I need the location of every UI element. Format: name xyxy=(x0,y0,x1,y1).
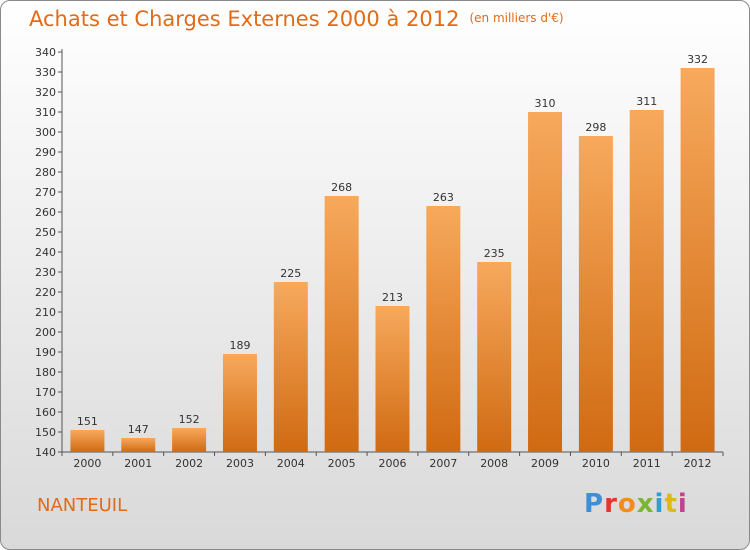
data-label: 189 xyxy=(229,339,250,352)
y-tick-label: 310 xyxy=(35,106,56,119)
bar-2006 xyxy=(375,306,410,452)
x-tick-label: 2009 xyxy=(531,457,559,470)
data-label: 151 xyxy=(77,415,98,428)
data-label: 152 xyxy=(179,413,200,426)
bar-2004 xyxy=(273,282,308,452)
bar-2010 xyxy=(578,136,613,452)
commune-name: NANTEUIL xyxy=(37,495,128,516)
y-tick-label: 200 xyxy=(35,326,56,339)
data-label: 235 xyxy=(484,247,505,260)
y-tick-label: 220 xyxy=(35,286,56,299)
data-label: 268 xyxy=(331,181,352,194)
data-label: 263 xyxy=(433,191,454,204)
x-tick-label: 2001 xyxy=(124,457,152,470)
bar-2009 xyxy=(528,112,563,452)
y-tick-label: 340 xyxy=(35,46,56,59)
y-tick-label: 180 xyxy=(35,366,56,379)
y-tick-label: 230 xyxy=(35,266,56,279)
data-label: 310 xyxy=(535,97,556,110)
y-tick-label: 250 xyxy=(35,226,56,239)
x-tick-label: 2007 xyxy=(429,457,457,470)
data-label: 147 xyxy=(128,423,149,436)
x-tick-label: 2004 xyxy=(277,457,305,470)
y-tick-label: 320 xyxy=(35,86,56,99)
y-tick-label: 190 xyxy=(35,346,56,359)
bar-2005 xyxy=(324,196,359,452)
x-tick-label: 2008 xyxy=(480,457,508,470)
y-tick-label: 270 xyxy=(35,186,56,199)
x-tick-label: 2002 xyxy=(175,457,203,470)
data-label: 332 xyxy=(687,53,708,66)
y-tick-label: 240 xyxy=(35,246,56,259)
data-label: 213 xyxy=(382,291,403,304)
x-tick-label: 2003 xyxy=(226,457,254,470)
x-tick-label: 2012 xyxy=(684,457,712,470)
data-label: 311 xyxy=(636,95,657,108)
x-tick-label: 2000 xyxy=(73,457,101,470)
y-tick-label: 260 xyxy=(35,206,56,219)
chart-title-main: Achats et Charges Externes 2000 à 2012 xyxy=(29,7,460,31)
chart-title: Achats et Charges Externes 2000 à 2012 (e… xyxy=(29,7,564,31)
y-tick-label: 300 xyxy=(35,126,56,139)
data-label: 298 xyxy=(585,121,606,134)
bar-2003 xyxy=(222,354,257,452)
bar-2002 xyxy=(172,428,207,452)
y-tick-label: 170 xyxy=(35,386,56,399)
x-tick-label: 2005 xyxy=(328,457,356,470)
chart-title-unit: (en milliers d'€) xyxy=(469,11,564,25)
bar-2012 xyxy=(680,68,715,452)
y-tick-label: 210 xyxy=(35,306,56,319)
bar-2001 xyxy=(121,438,156,452)
y-tick-label: 140 xyxy=(35,446,56,459)
axes: 140 150 160 170 180 190 200 210 220 230 240 250 260 2… xyxy=(35,46,724,470)
data-label: 225 xyxy=(280,267,301,280)
value-labels: 151 147 152 189 225 268 213 263 235 310 298 311 332 xyxy=(77,53,708,436)
bar-2011 xyxy=(629,110,664,452)
proxiti-logo: Proxiti xyxy=(584,489,688,519)
y-tick-label: 150 xyxy=(35,426,56,439)
y-tick-label: 330 xyxy=(35,66,56,79)
y-tick-label: 290 xyxy=(35,146,56,159)
bar-2000 xyxy=(70,430,105,452)
x-tick-label: 2010 xyxy=(582,457,610,470)
bar-2007 xyxy=(426,206,461,452)
x-tick-label: 2006 xyxy=(379,457,407,470)
y-tick-label: 160 xyxy=(35,406,56,419)
bars xyxy=(70,68,715,452)
bar-2008 xyxy=(477,262,512,452)
x-tick-label: 2011 xyxy=(633,457,661,470)
y-tick-label: 280 xyxy=(35,166,56,179)
